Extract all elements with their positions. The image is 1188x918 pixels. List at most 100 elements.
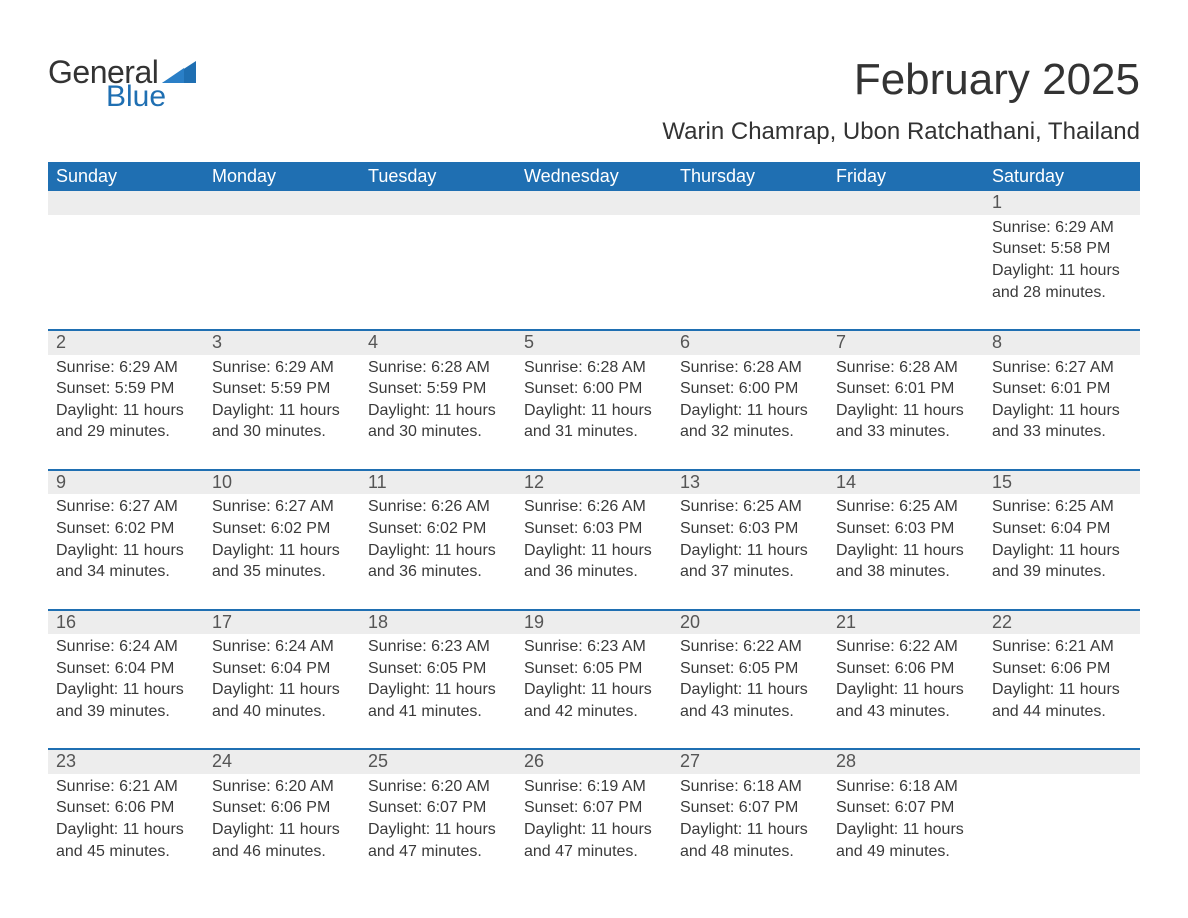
day-number (672, 191, 828, 214)
day-number: 24 (204, 750, 360, 773)
day-cell: Sunrise: 6:19 AM Sunset: 6:07 PM Dayligh… (516, 774, 672, 864)
day-number: 3 (204, 331, 360, 354)
daylight-text: Daylight: 11 hours (524, 679, 664, 701)
sunrise-text: Sunrise: 6:22 AM (836, 636, 976, 658)
daylight-text: and 29 minutes. (56, 421, 196, 443)
sunrise-text: Sunrise: 6:28 AM (836, 357, 976, 379)
sunset-text: Sunset: 5:58 PM (992, 238, 1132, 260)
sunset-text: Sunset: 6:06 PM (836, 658, 976, 680)
day-number: 26 (516, 750, 672, 773)
weekday-header: Saturday (984, 162, 1140, 191)
daylight-text: and 39 minutes. (56, 701, 196, 723)
daylight-text: Daylight: 11 hours (836, 819, 976, 841)
day-number: 9 (48, 471, 204, 494)
daylight-text: and 36 minutes. (524, 561, 664, 583)
sunset-text: Sunset: 5:59 PM (56, 378, 196, 400)
sunset-text: Sunset: 6:06 PM (212, 797, 352, 819)
day-number (48, 191, 204, 214)
sunset-text: Sunset: 6:01 PM (836, 378, 976, 400)
sunrise-text: Sunrise: 6:21 AM (992, 636, 1132, 658)
sunrise-text: Sunrise: 6:28 AM (368, 357, 508, 379)
day-cell (204, 215, 360, 305)
day-number: 25 (360, 750, 516, 773)
daylight-text: and 32 minutes. (680, 421, 820, 443)
daylight-text: and 41 minutes. (368, 701, 508, 723)
daylight-text: and 47 minutes. (524, 841, 664, 863)
daylight-text: Daylight: 11 hours (836, 400, 976, 422)
daylight-text: Daylight: 11 hours (56, 400, 196, 422)
daylight-text: and 36 minutes. (368, 561, 508, 583)
daylight-text: and 43 minutes. (836, 701, 976, 723)
day-cell: Sunrise: 6:18 AM Sunset: 6:07 PM Dayligh… (672, 774, 828, 864)
day-cell (984, 774, 1140, 864)
day-cell: Sunrise: 6:27 AM Sunset: 6:01 PM Dayligh… (984, 355, 1140, 445)
daylight-text: and 48 minutes. (680, 841, 820, 863)
sunset-text: Sunset: 6:03 PM (680, 518, 820, 540)
daylight-text: Daylight: 11 hours (368, 819, 508, 841)
sunrise-text: Sunrise: 6:27 AM (212, 496, 352, 518)
day-number: 12 (516, 471, 672, 494)
daylight-text: and 43 minutes. (680, 701, 820, 723)
sunset-text: Sunset: 6:02 PM (368, 518, 508, 540)
day-number: 5 (516, 331, 672, 354)
sunset-text: Sunset: 6:00 PM (524, 378, 664, 400)
daylight-text: Daylight: 11 hours (992, 540, 1132, 562)
daylight-text: Daylight: 11 hours (212, 819, 352, 841)
weekday-header: Monday (204, 162, 360, 191)
sunrise-text: Sunrise: 6:24 AM (212, 636, 352, 658)
day-cell: Sunrise: 6:28 AM Sunset: 6:00 PM Dayligh… (516, 355, 672, 445)
sunrise-text: Sunrise: 6:23 AM (368, 636, 508, 658)
daylight-text: and 30 minutes. (368, 421, 508, 443)
sunset-text: Sunset: 6:01 PM (992, 378, 1132, 400)
sunset-text: Sunset: 6:07 PM (680, 797, 820, 819)
daylight-text: and 47 minutes. (368, 841, 508, 863)
sunrise-text: Sunrise: 6:26 AM (524, 496, 664, 518)
sunrise-text: Sunrise: 6:27 AM (992, 357, 1132, 379)
sunset-text: Sunset: 6:03 PM (836, 518, 976, 540)
day-cell: Sunrise: 6:22 AM Sunset: 6:05 PM Dayligh… (672, 634, 828, 724)
daylight-text: and 38 minutes. (836, 561, 976, 583)
day-cell: Sunrise: 6:29 AM Sunset: 5:59 PM Dayligh… (48, 355, 204, 445)
day-cell: Sunrise: 6:18 AM Sunset: 6:07 PM Dayligh… (828, 774, 984, 864)
daylight-text: and 30 minutes. (212, 421, 352, 443)
daylight-text: Daylight: 11 hours (992, 260, 1132, 282)
sunrise-text: Sunrise: 6:19 AM (524, 776, 664, 798)
daylight-text: and 42 minutes. (524, 701, 664, 723)
sunset-text: Sunset: 6:05 PM (368, 658, 508, 680)
day-details-row: Sunrise: 6:24 AM Sunset: 6:04 PM Dayligh… (48, 634, 1140, 724)
daylight-text: and 44 minutes. (992, 701, 1132, 723)
day-cell: Sunrise: 6:26 AM Sunset: 6:02 PM Dayligh… (360, 494, 516, 584)
day-cell: Sunrise: 6:29 AM Sunset: 5:58 PM Dayligh… (984, 215, 1140, 305)
day-number: 20 (672, 611, 828, 634)
day-number: 8 (984, 331, 1140, 354)
daylight-text: Daylight: 11 hours (212, 540, 352, 562)
day-number: 10 (204, 471, 360, 494)
day-cell: Sunrise: 6:24 AM Sunset: 6:04 PM Dayligh… (48, 634, 204, 724)
day-number-row: 1 (48, 191, 1140, 214)
sunset-text: Sunset: 6:02 PM (56, 518, 196, 540)
sunrise-text: Sunrise: 6:24 AM (56, 636, 196, 658)
day-number: 21 (828, 611, 984, 634)
day-cell (828, 215, 984, 305)
sunrise-text: Sunrise: 6:18 AM (836, 776, 976, 798)
daylight-text: and 39 minutes. (992, 561, 1132, 583)
day-number (828, 191, 984, 214)
sunset-text: Sunset: 6:06 PM (992, 658, 1132, 680)
day-number (360, 191, 516, 214)
sunrise-text: Sunrise: 6:29 AM (212, 357, 352, 379)
daylight-text: Daylight: 11 hours (836, 540, 976, 562)
day-cell (360, 215, 516, 305)
day-cell: Sunrise: 6:28 AM Sunset: 6:01 PM Dayligh… (828, 355, 984, 445)
day-details-row: Sunrise: 6:29 AM Sunset: 5:58 PM Dayligh… (48, 215, 1140, 305)
daylight-text: Daylight: 11 hours (56, 819, 196, 841)
sunrise-text: Sunrise: 6:20 AM (212, 776, 352, 798)
sunrise-text: Sunrise: 6:28 AM (680, 357, 820, 379)
day-number (204, 191, 360, 214)
sunrise-text: Sunrise: 6:22 AM (680, 636, 820, 658)
sunrise-text: Sunrise: 6:25 AM (836, 496, 976, 518)
daylight-text: and 28 minutes. (992, 282, 1132, 304)
sunset-text: Sunset: 5:59 PM (212, 378, 352, 400)
day-number: 17 (204, 611, 360, 634)
daylight-text: Daylight: 11 hours (368, 400, 508, 422)
week-row: 9 10 11 12 13 14 15 Sunrise: 6:27 AM Sun… (48, 469, 1140, 585)
